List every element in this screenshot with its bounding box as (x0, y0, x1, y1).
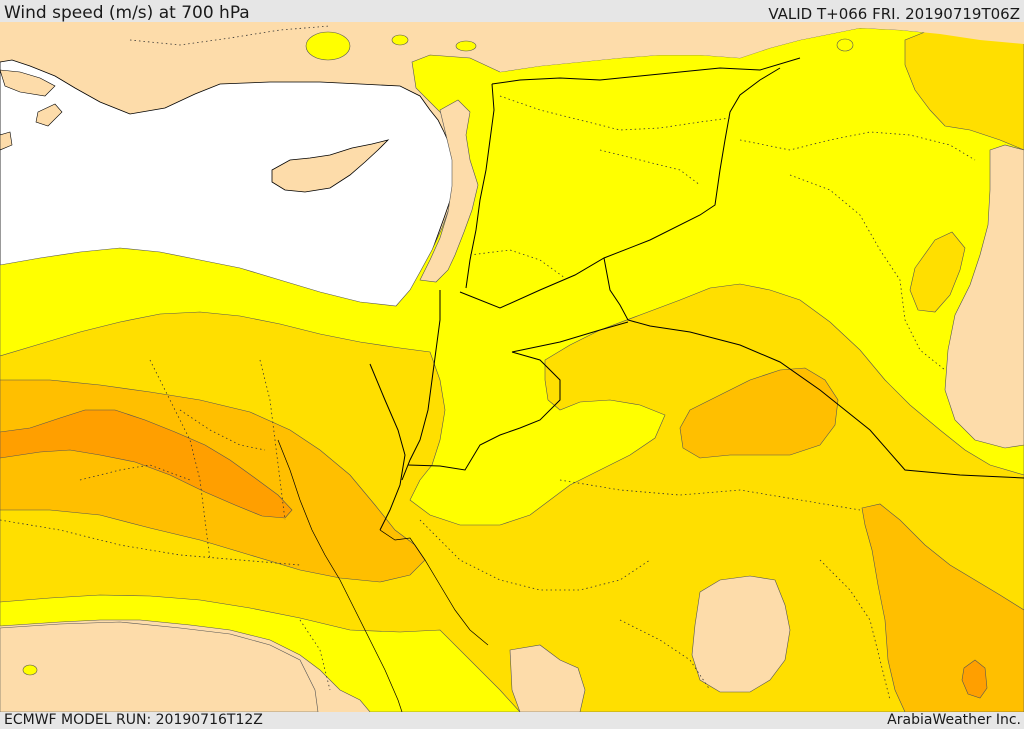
map-title: Wind speed (m/s) at 700 hPa (4, 3, 250, 23)
footer-bar: ECMWF MODEL RUN: 20190716T12Z ArabiaWeat… (0, 712, 1024, 729)
admin-boundaries (0, 25, 976, 701)
brand-credit: ArabiaWeather Inc. (887, 712, 1021, 728)
land-patch-southwest (509, 644, 586, 712)
yellow-blob-north-2 (391, 34, 409, 46)
yellow-blob-north-1 (305, 31, 351, 61)
model-run: ECMWF MODEL RUN: 20190716T12Z (4, 712, 263, 728)
land-patch-saudi (691, 575, 791, 693)
valid-time: VALID T+066 FRI. 20190719T06Z (768, 5, 1020, 23)
land-patch-iraq-east (944, 144, 1024, 449)
yellow-blob-north-3 (455, 40, 477, 52)
yellow-blob-west (22, 664, 38, 676)
band-orange-center (679, 367, 839, 459)
land-patch-north-turkey (500, 22, 1024, 72)
wind-speed-map (0, 22, 1024, 712)
land-patch-egypt-south (0, 621, 319, 712)
nile-river (277, 439, 403, 712)
gulf-of-suez (379, 529, 489, 646)
band-deep-orange-core (0, 409, 293, 519)
band-deep-orange-spot (961, 659, 988, 699)
yellow-blob-north-4 (836, 38, 854, 52)
cyprus-island (271, 139, 390, 193)
aegean-islands (0, 69, 63, 151)
header-bar: Wind speed (m/s) at 700 hPa VALID T+066 … (0, 0, 1024, 23)
band-orange-southeast (861, 503, 1024, 712)
land-patch-levant (419, 99, 479, 283)
